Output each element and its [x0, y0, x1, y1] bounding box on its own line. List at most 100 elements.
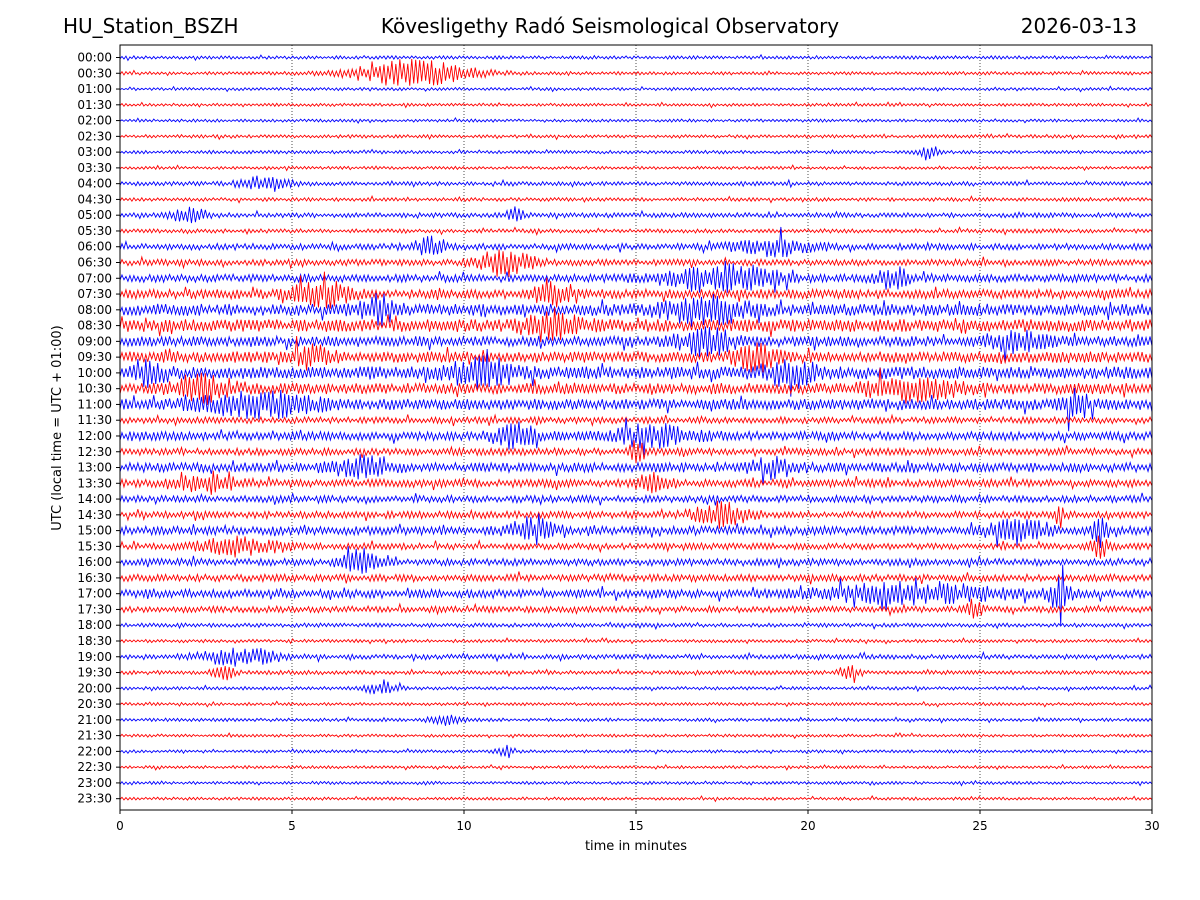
x-tick-label-20: 20 [800, 819, 815, 833]
x-axis-label: time in minutes [585, 839, 687, 854]
y-tick-label: 22:00 [77, 744, 112, 758]
trace-1630 [119, 571, 1153, 585]
y-tick-label: 12:00 [77, 429, 112, 443]
trace-0130 [119, 101, 1153, 109]
y-tick-label: 13:30 [77, 476, 112, 490]
y-tick-label: 19:30 [77, 666, 112, 680]
trace-2200 [119, 744, 1153, 759]
y-tick-label: 02:00 [77, 114, 112, 128]
y-tick-label: 20:30 [77, 697, 112, 711]
trace-1800 [119, 621, 1153, 631]
y-tick-label: 17:00 [77, 587, 112, 601]
y-tick-label: 00:30 [77, 66, 112, 80]
trace-0230 [119, 132, 1153, 141]
x-tick-label-30: 30 [1144, 819, 1159, 833]
trace-2100 [119, 714, 1153, 726]
y-tick-label: 17:30 [77, 602, 112, 616]
trace-1730 [119, 598, 1153, 619]
trace-0700 [119, 260, 1153, 293]
trace-1700 [119, 564, 1153, 626]
y-tick-label: 05:00 [77, 208, 112, 222]
trace-2230 [119, 763, 1153, 771]
trace-0900 [119, 326, 1153, 363]
y-tick-label: 14:30 [77, 508, 112, 522]
y-tick-label: 03:30 [77, 161, 112, 175]
y-tick-label: 18:00 [77, 618, 112, 632]
trace-0830 [119, 308, 1153, 343]
y-tick-label: 14:00 [77, 492, 112, 506]
trace-0930 [119, 336, 1153, 373]
y-tick-label: 06:30 [77, 256, 112, 270]
trace-0100 [119, 85, 1153, 93]
trace-0330 [119, 164, 1153, 172]
trace-0430 [119, 195, 1153, 204]
trace-0730 [119, 271, 1153, 309]
y-tick-label: 08:00 [77, 303, 112, 317]
trace-1430 [119, 500, 1153, 529]
trace-0030 [119, 59, 1153, 86]
trace-2000 [119, 679, 1153, 695]
trace-0800 [119, 292, 1153, 327]
y-tick-label: 19:00 [77, 650, 112, 664]
trace-1300 [119, 454, 1153, 485]
trace-2130 [119, 732, 1153, 740]
trace-1130 [119, 413, 1153, 428]
y-tick-label: 16:00 [77, 555, 112, 569]
trace-1230 [119, 440, 1153, 464]
y-tick-label: 21:00 [77, 713, 112, 727]
x-tick-label-15: 15 [628, 819, 643, 833]
x-tick-label-10: 10 [456, 819, 471, 833]
trace-0400 [119, 175, 1153, 192]
trace-0600 [119, 226, 1153, 258]
station-label: HU_Station_BSZH [63, 14, 239, 38]
trace-1500 [119, 513, 1153, 549]
x-tick-label-0: 0 [116, 819, 124, 833]
trace-1400 [119, 492, 1153, 507]
y-tick-label: 01:00 [77, 82, 112, 96]
y-tick-label: 15:00 [77, 524, 112, 538]
y-tick-label: 20:00 [77, 681, 112, 695]
x-tick-label-5: 5 [288, 819, 296, 833]
trace-0300 [119, 146, 1153, 161]
trace-0200 [119, 117, 1153, 125]
y-tick-label: 04:30 [77, 192, 112, 206]
grid-lines [291, 45, 981, 810]
trace-1100 [119, 387, 1153, 432]
y-tick-label: 23:30 [77, 792, 112, 806]
y-tick-label: 18:30 [77, 634, 112, 648]
trace-0000 [119, 53, 1153, 62]
y-tick-label: 11:30 [77, 413, 112, 427]
y-tick-label: 15:30 [77, 539, 112, 553]
y-tick-label: 21:30 [77, 729, 112, 743]
x-tick-label-25: 25 [972, 819, 987, 833]
y-tick-label: 16:30 [77, 571, 112, 585]
x-axis: 0 5 10 15 20 25 30 [116, 810, 1160, 833]
y-tick-label: 08:30 [77, 319, 112, 333]
y-tick-label: 23:00 [77, 776, 112, 790]
y-tick-label: 09:00 [77, 334, 112, 348]
trace-1900 [119, 647, 1153, 667]
trace-2330 [119, 795, 1153, 803]
trace-1030 [119, 367, 1153, 405]
y-tick-label: 00:00 [77, 51, 112, 65]
y-tick-label: 07:00 [77, 271, 112, 285]
trace-1530 [119, 535, 1153, 559]
trace-1330 [119, 470, 1153, 495]
y-tick-label: 12:30 [77, 445, 112, 459]
y-tick-label: 11:00 [77, 397, 112, 411]
date-label: 2026-03-13 [1020, 14, 1137, 38]
trace-0530 [119, 226, 1153, 237]
y-tick-label: 02:30 [77, 129, 112, 143]
y-axis-label: UTC (local time = UTC + 01:00) [50, 325, 65, 530]
y-tick-label: 05:30 [77, 224, 112, 238]
y-tick-label: 01:30 [77, 98, 112, 112]
trace-1600 [119, 546, 1153, 574]
y-tick-label: 10:30 [77, 382, 112, 396]
y-tick-label: 13:00 [77, 461, 112, 475]
y-tick-label: 03:00 [77, 145, 112, 159]
trace-1200 [119, 417, 1153, 456]
chart-title: Kövesligethy Radó Seismological Observat… [380, 14, 840, 38]
trace-1930 [119, 665, 1153, 683]
